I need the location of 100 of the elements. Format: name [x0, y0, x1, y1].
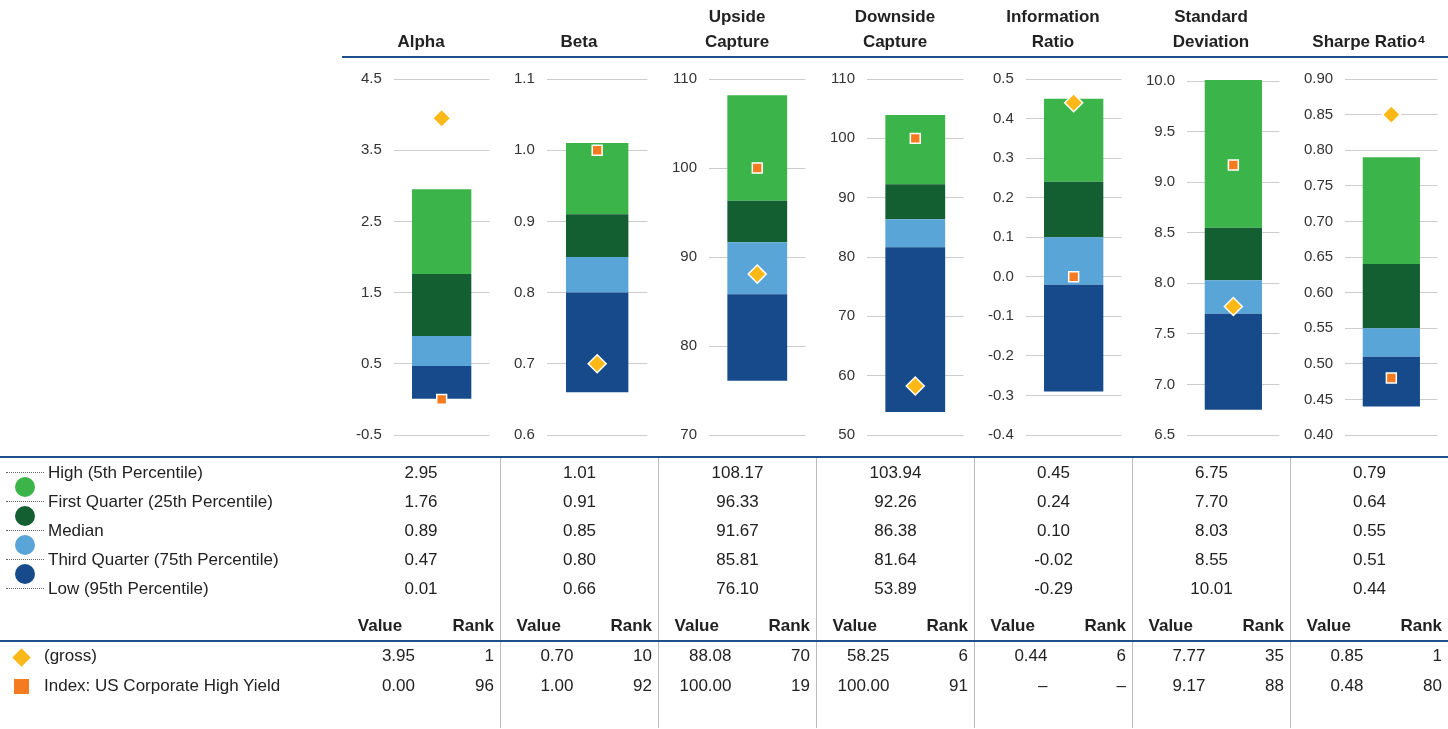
- text: 53.89: [873, 577, 918, 600]
- text: Value: [1305, 616, 1352, 636]
- chart-title: Standard Deviation: [1171, 6, 1251, 53]
- bar: [727, 242, 788, 295]
- y-tick-label: 100: [830, 128, 856, 146]
- y-tick-label: 90: [838, 187, 856, 205]
- text: 100.00: [836, 676, 891, 696]
- bar: [412, 365, 472, 399]
- y-tick-label: 90: [680, 247, 698, 265]
- y-tick-label: -0.4: [987, 425, 1014, 443]
- bar: [1204, 313, 1262, 410]
- text: Rank: [1083, 616, 1127, 636]
- text: 58.25: [845, 646, 891, 666]
- text: 19: [790, 676, 811, 696]
- y-tick-label: 0.80: [1303, 140, 1334, 158]
- text: 88.08: [687, 646, 733, 666]
- y-tick-label: 0.5: [992, 69, 1014, 87]
- text: 8.03: [1193, 519, 1230, 542]
- text: –: [1115, 676, 1127, 696]
- text: 0.89: [403, 519, 439, 542]
- text: 0.45: [1035, 461, 1072, 484]
- y-tick-label: 110: [673, 69, 698, 87]
- text: 108.17: [710, 461, 765, 484]
- y-tick-label: 110: [831, 69, 856, 87]
- text: 76.10: [715, 577, 760, 600]
- bar: [412, 189, 472, 275]
- text: Value: [673, 616, 720, 636]
- text: Rank: [1241, 616, 1285, 636]
- bar: [1044, 98, 1104, 182]
- chart-title: Upside Capture: [703, 6, 771, 53]
- y-tick-label: -0.5: [355, 425, 382, 443]
- bar: [1362, 356, 1420, 407]
- bar: [565, 292, 629, 393]
- text: 103.94: [868, 461, 923, 484]
- text: Rank: [767, 616, 811, 636]
- text: 0.91: [561, 490, 598, 513]
- text: Index: US Corporate High Yield: [44, 676, 281, 695]
- y-tick-label: 0.50: [1303, 353, 1334, 371]
- text: Value: [831, 616, 878, 636]
- y-tick-label: 10.0: [1145, 71, 1176, 89]
- bar: [727, 95, 788, 201]
- y-tick-label: 0.2: [992, 187, 1014, 205]
- y-tick-label: 0.55: [1303, 318, 1334, 336]
- text: Rank: [451, 616, 495, 636]
- text: 0.80: [561, 548, 598, 571]
- text: 0.51: [1351, 548, 1388, 571]
- y-tick-label: 4.5: [360, 69, 382, 87]
- bar: [727, 294, 788, 381]
- text: 0.85: [1329, 646, 1365, 666]
- text: 96: [474, 676, 495, 696]
- text: 9.17: [1171, 676, 1207, 696]
- text: 1.00: [539, 676, 575, 696]
- y-tick-label: 1.1: [513, 69, 535, 87]
- text: Value: [356, 616, 404, 636]
- bar: [1362, 264, 1420, 329]
- bar: [885, 219, 946, 248]
- y-tick-label: 2.5: [360, 211, 382, 229]
- text: 0.70: [539, 646, 575, 666]
- y-tick-label: 80: [838, 247, 856, 265]
- y-tick-label: 0.5: [360, 353, 382, 371]
- y-tick-label: 0.0: [992, 266, 1014, 284]
- text: Low (95th Percentile): [48, 578, 209, 599]
- y-tick-label: 0.9: [513, 211, 535, 229]
- text: Third Quarter (75th Percentile): [48, 549, 279, 570]
- bar: [1044, 284, 1104, 392]
- text: 0.79: [1351, 461, 1388, 484]
- y-tick-label: 8.0: [1154, 273, 1176, 291]
- y-tick-label: 9.5: [1154, 121, 1176, 139]
- y-tick-label: 0.6: [513, 425, 535, 443]
- bar: [1362, 328, 1420, 357]
- text: -0.02: [1033, 548, 1074, 571]
- bar: [565, 214, 629, 257]
- text: 80: [1422, 676, 1443, 696]
- bar: [1044, 181, 1104, 238]
- text: 6: [1115, 646, 1127, 666]
- text: 1: [483, 646, 495, 666]
- y-tick-label: 80: [680, 336, 698, 354]
- text: 6: [957, 646, 969, 666]
- bar: [1204, 227, 1262, 281]
- text: 70: [790, 646, 811, 666]
- y-tick-label: -0.1: [987, 306, 1014, 324]
- text: 0.48: [1329, 676, 1365, 696]
- y-tick-label: -0.2: [987, 346, 1014, 364]
- text: -0.29: [1033, 577, 1074, 600]
- text: 0.47: [403, 548, 439, 571]
- text: Value: [515, 616, 562, 636]
- text: 10.01: [1189, 577, 1234, 600]
- text: 91.67: [715, 519, 760, 542]
- bar: [1204, 80, 1262, 228]
- bar: [885, 247, 946, 412]
- y-tick-label: 0.1: [992, 227, 1014, 245]
- y-tick-label: 1.0: [513, 140, 535, 158]
- text: 81.64: [873, 548, 918, 571]
- bar: [1362, 157, 1420, 265]
- chart-title: Downside Capture: [853, 6, 937, 53]
- y-tick-label: 0.40: [1303, 425, 1334, 443]
- y-tick-label: 70: [838, 306, 856, 324]
- text: Rank: [925, 616, 969, 636]
- text: Value: [1147, 616, 1194, 636]
- y-tick-label: 8.5: [1154, 222, 1176, 240]
